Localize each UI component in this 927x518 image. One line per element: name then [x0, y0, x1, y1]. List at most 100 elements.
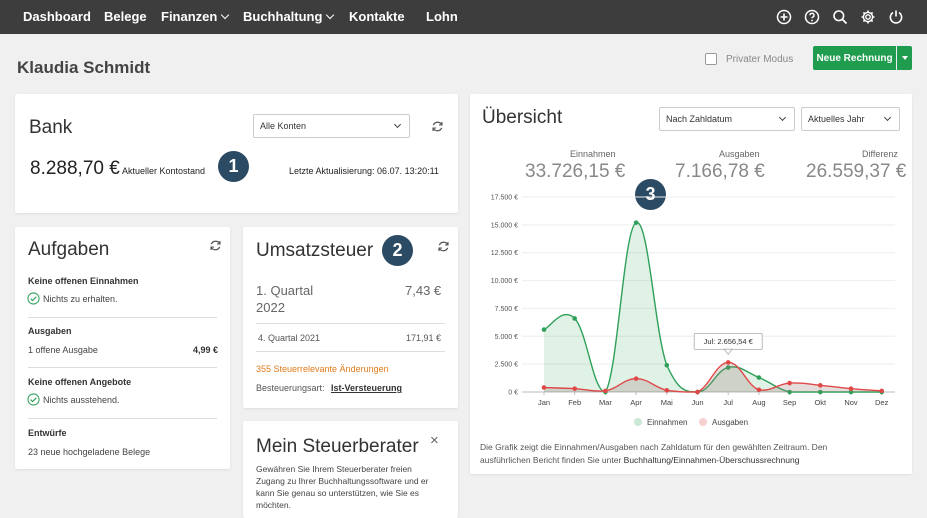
data-point [818, 389, 823, 395]
x-tick-label: Jun [691, 398, 703, 407]
check-circle-icon [27, 393, 40, 406]
besteuerungsart-label: Besteuerungsart: [256, 383, 325, 393]
close-icon[interactable]: × [430, 432, 439, 449]
series-area-ausgaben [544, 362, 882, 392]
refresh-icon[interactable] [209, 239, 222, 252]
tooltip-arrow [723, 348, 734, 356]
besteuerungsart-link[interactable]: Ist-Versteuerung [331, 383, 403, 393]
q4-amount: 171,91 € [406, 333, 442, 343]
step-badge-3: 3 [635, 179, 666, 210]
account-select-value: Alle Konten [260, 121, 307, 131]
data-point [603, 388, 608, 394]
data-point [541, 327, 547, 332]
nav-lohn[interactable]: Lohn [426, 9, 458, 24]
nav-finanzen[interactable]: Finanzen [161, 9, 230, 24]
einnahmen-total: 33.726,15 € [525, 161, 626, 182]
nav-belege[interactable]: Belege [104, 9, 147, 24]
nav-dashboard[interactable]: Dashboard [23, 9, 91, 24]
data-point [725, 360, 731, 365]
x-tick-label: Aug [752, 398, 765, 407]
private-mode-checkbox[interactable] [705, 53, 717, 65]
check-circle-icon [27, 292, 40, 305]
bank-card: Bank Alle Konten 8.288,70 € Aktueller Ko… [15, 94, 458, 213]
divider [28, 418, 217, 419]
power-icon[interactable] [888, 9, 904, 25]
new-invoice-button[interactable]: Neue Rechnung [813, 46, 896, 70]
ausgaben-text[interactable]: 1 offene Ausgabe [28, 345, 98, 355]
y-tick-label: 2.500 € [495, 362, 518, 369]
umsatzsteuer-card: Umsatzsteuer 2 1. Quartal 2022 7,43 € 4.… [243, 227, 458, 408]
data-point [695, 389, 700, 395]
x-tick-label: Nov [844, 398, 858, 407]
series-area-einnahmen [544, 222, 882, 392]
divider [28, 367, 217, 368]
legend-label-ausgaben: Ausgaben [712, 418, 748, 427]
date-mode-value: Nach Zahldatum [666, 114, 733, 124]
legend-marker-ausgaben [699, 418, 707, 426]
ausgaben-amount: 4,99 € [193, 345, 219, 355]
divider [28, 317, 217, 318]
angebote-text: Nichts ausstehend. [43, 395, 120, 405]
data-point [787, 380, 792, 386]
nav-finanzen-label: Finanzen [161, 9, 218, 24]
y-tick-label: 15.000 € [491, 222, 518, 229]
y-tick-label: 12.500 € [491, 250, 518, 257]
chart-footer-line-1: Die Grafik zeigt die Einnahmen/Ausgaben … [480, 442, 828, 452]
y-tick-label: 0 € [508, 390, 518, 397]
data-point [818, 383, 823, 388]
legend-label-einnahmen: Einnahmen [647, 418, 687, 427]
series-line-einnahmen [543, 221, 882, 393]
differenz-label: Differenz [862, 149, 898, 159]
x-tick-label: Apr [630, 398, 642, 407]
x-tick-label: Sep [783, 398, 796, 407]
steuerberater-text-line: möchten. [256, 500, 291, 510]
gear-icon[interactable] [860, 9, 876, 25]
refresh-icon[interactable] [431, 120, 444, 133]
nav-buchhaltung[interactable]: Buchhaltung [243, 9, 335, 24]
help-icon[interactable] [804, 9, 820, 25]
y-tick-label: 5.000 € [495, 334, 518, 341]
step-badge-1: 1 [218, 151, 249, 182]
series-line-ausgaben [543, 361, 882, 393]
new-invoice-dropdown-button[interactable] [897, 46, 912, 70]
period-select[interactable]: Aktuelles Jahr [801, 107, 900, 131]
data-point [756, 375, 762, 380]
ausgaben-label: Ausgaben [719, 149, 760, 159]
entwuerfe-text[interactable]: 23 neue hochgeladene Belege [28, 447, 151, 457]
data-point [572, 316, 577, 321]
nav-kontakte[interactable]: Kontakte [349, 9, 405, 24]
x-tick-label: Feb [568, 398, 581, 407]
refresh-icon[interactable] [437, 240, 450, 253]
page-title: Klaudia Schmidt [17, 58, 151, 77]
x-tick-label: Jul [723, 398, 733, 407]
data-point [541, 385, 547, 390]
chevron-down-icon [326, 10, 335, 20]
q1-amount: 7,43 € [405, 283, 442, 298]
entwuerfe-heading: Entwürfe [28, 428, 67, 438]
steuerberater-text-line: Zugang zu Ihrer Buchhaltungssoftware und… [256, 476, 429, 486]
data-point [848, 386, 854, 391]
ausgaben-total: 7.166,78 € [675, 161, 765, 182]
plus-circle-icon[interactable] [776, 9, 792, 25]
search-icon[interactable] [832, 9, 848, 25]
q4-label: 4. Quartal 2021 [258, 333, 321, 343]
q1-label: 1. Quartal [256, 283, 314, 298]
tax-changes-link[interactable]: 355 Steuerrelevante Änderungen [256, 364, 389, 374]
legend-marker-einnahmen [634, 418, 642, 426]
x-tick-label: Okt [814, 398, 827, 407]
private-mode-toggle[interactable]: Privater Modus [705, 53, 793, 65]
data-point [725, 365, 731, 370]
steuerberater-title: Mein Steuerberater [256, 436, 419, 457]
y-tick-label: 10.000 € [491, 278, 518, 285]
aufgaben-title: Aufgaben [28, 239, 110, 260]
bank-title: Bank [29, 117, 73, 138]
aufgaben-card: Aufgaben Keine offenen Einnahmen Nichts … [15, 227, 230, 469]
y-tick-label: 7.500 € [495, 306, 518, 313]
eur-report-link[interactable]: Buchhaltung/Einnahmen-Überschussrechnung [623, 455, 800, 465]
bank-balance: 8.288,70 € [30, 158, 120, 179]
steuerberater-card: Mein Steuerberater × Gewähren Sie Ihrem … [243, 421, 458, 518]
account-select[interactable]: Alle Konten [253, 114, 410, 138]
chevron-down-icon [393, 120, 402, 129]
date-mode-select[interactable]: Nach Zahldatum [659, 107, 795, 131]
x-tick-label: Mar [599, 398, 612, 407]
